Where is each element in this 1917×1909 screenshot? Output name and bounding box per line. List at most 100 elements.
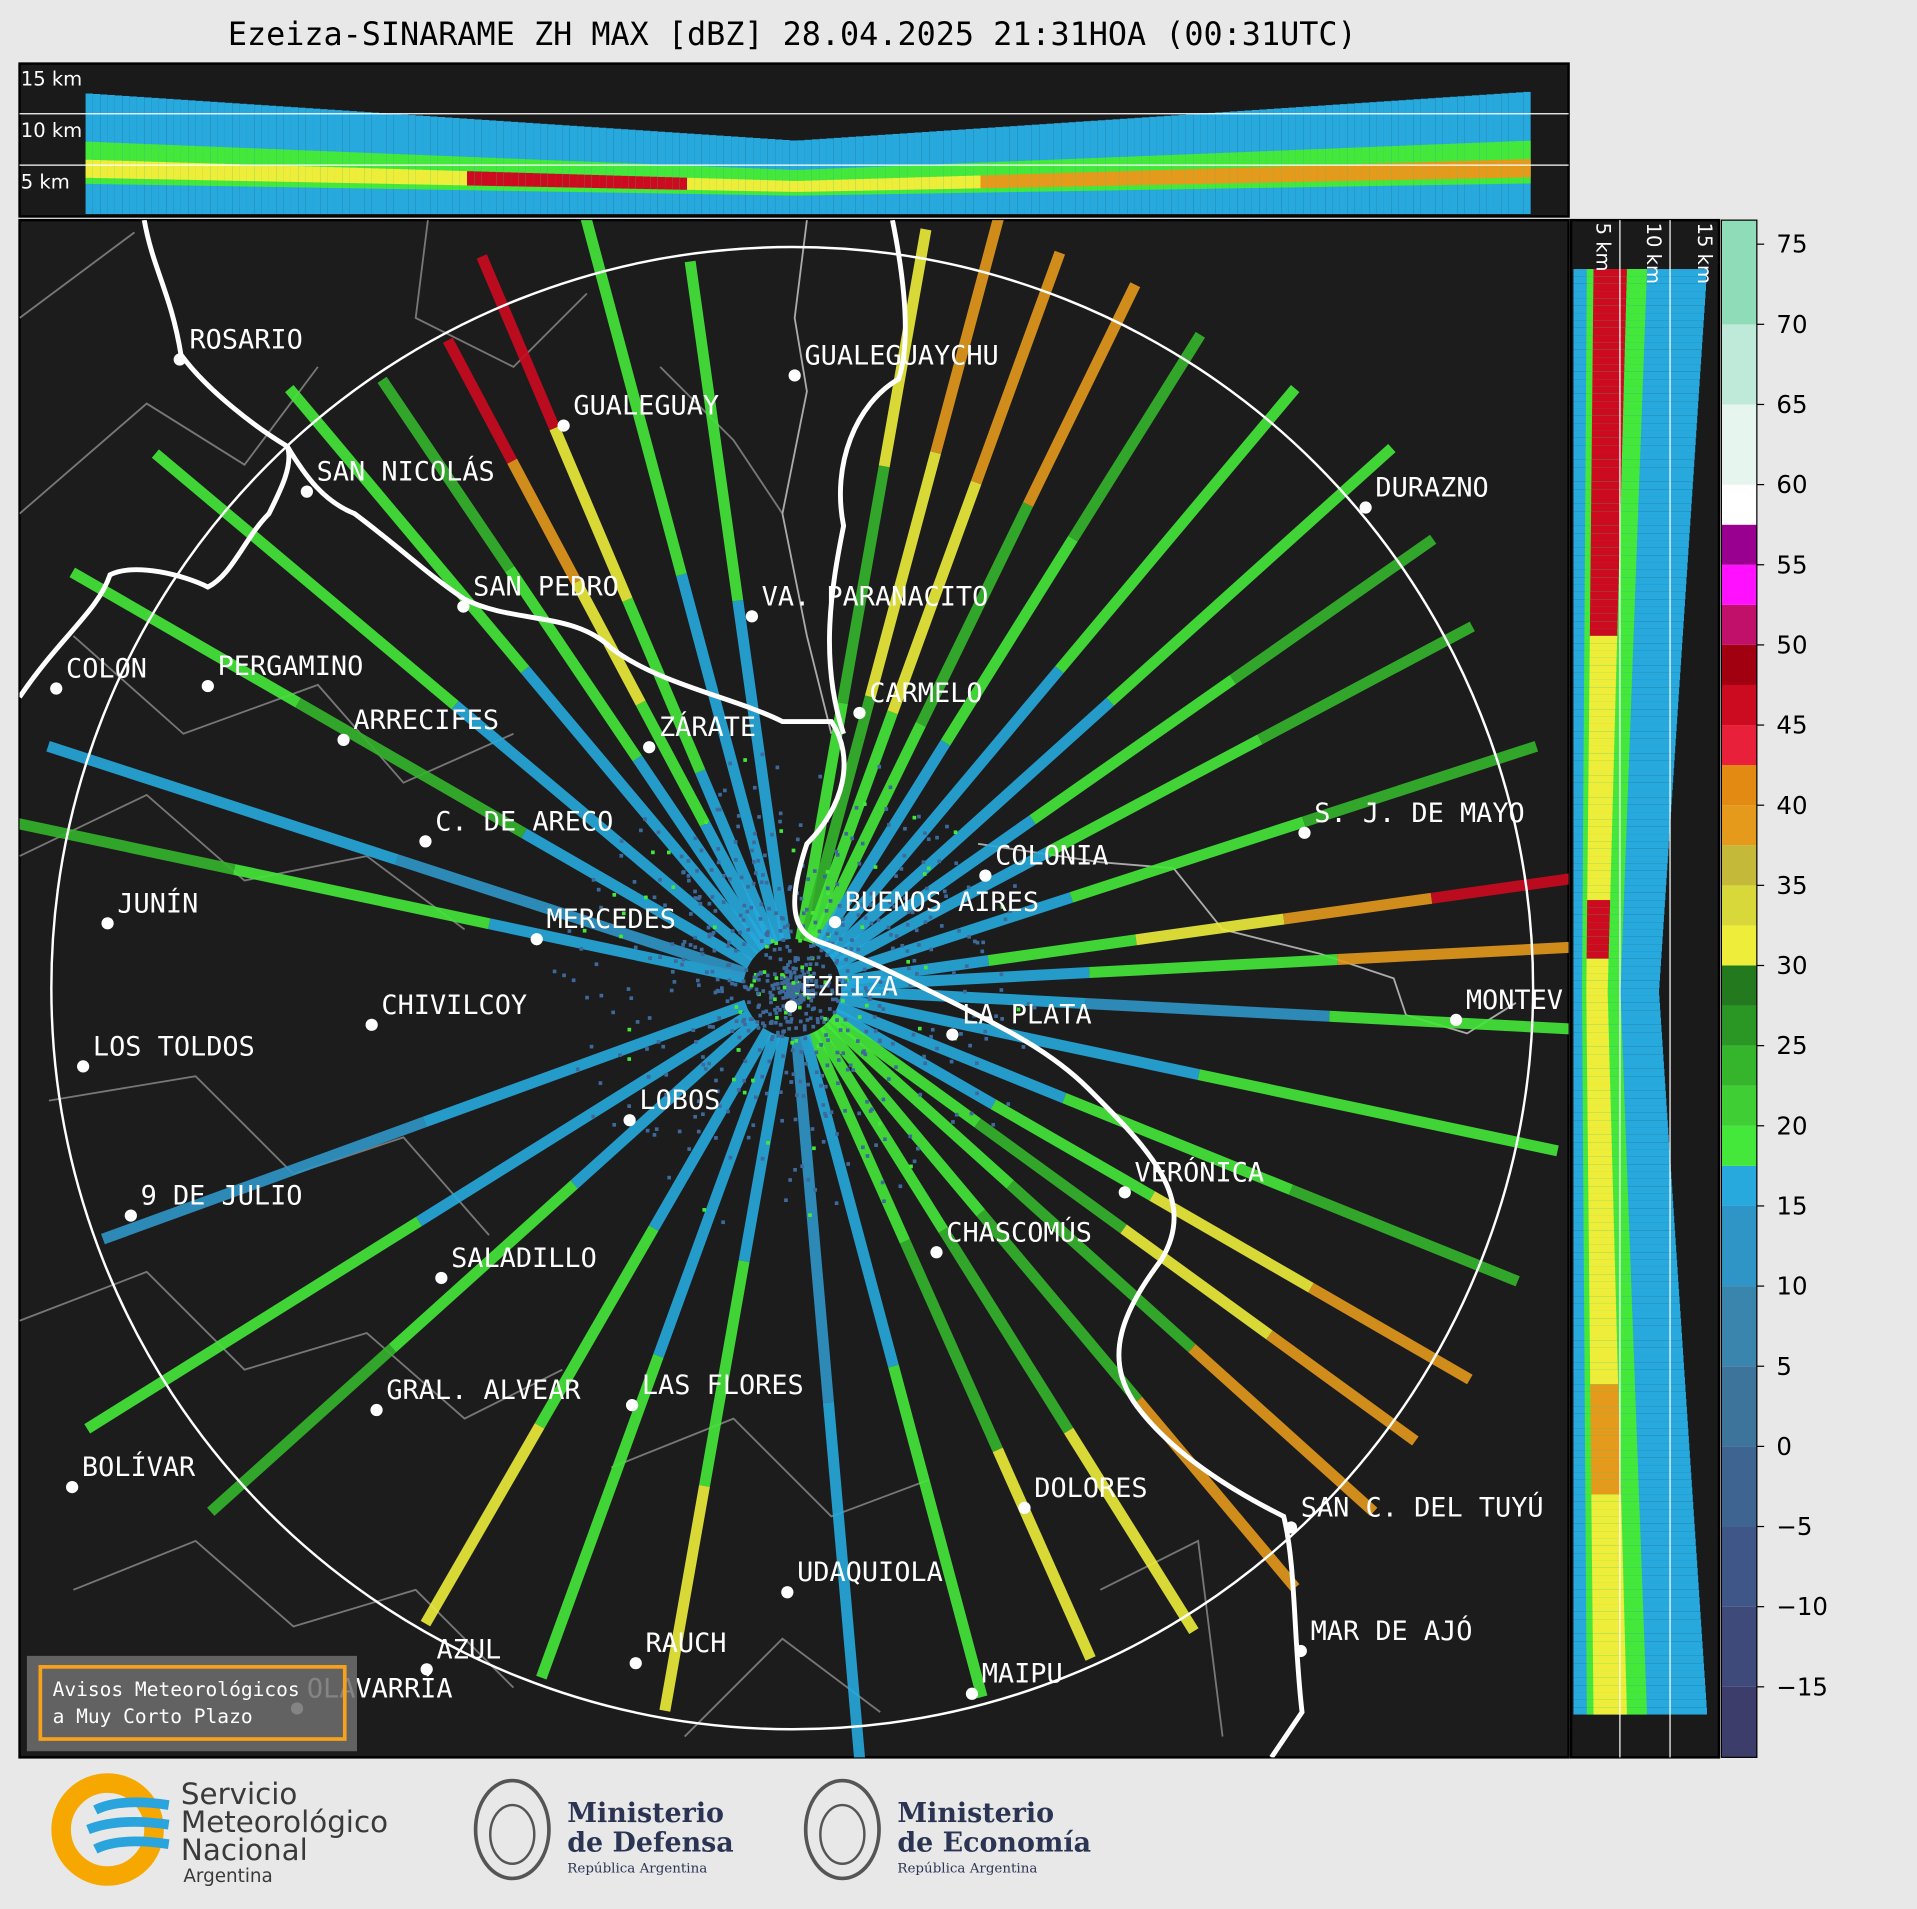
colorbar-tick-label: 45 [1776, 711, 1807, 740]
profile-column [525, 172, 534, 187]
ray-segment [732, 599, 791, 941]
clutter [703, 1067, 708, 1071]
profile-row [1589, 657, 1617, 666]
profile-row [1586, 936, 1610, 945]
clutter [567, 929, 572, 933]
clutter [798, 1019, 803, 1024]
range-ring [50, 245, 1535, 1731]
profile-column [687, 177, 695, 190]
clutter [682, 940, 687, 944]
ray-segment [653, 1032, 781, 1358]
profile-row [1591, 489, 1621, 497]
clutter [748, 985, 753, 990]
clutter [808, 944, 813, 949]
profile-column [731, 179, 739, 191]
colorbar-band [1721, 524, 1757, 565]
ray-segment [505, 565, 642, 762]
clutter [799, 896, 804, 901]
clutter [790, 1040, 795, 1045]
profile-row [1589, 1281, 1616, 1289]
ray-segment [695, 769, 779, 946]
clutter [851, 1068, 856, 1072]
profile-row [1588, 1230, 1615, 1238]
emblem [803, 1778, 881, 1881]
city-label: GUALEGUAY [573, 391, 719, 422]
clutter [857, 861, 862, 866]
clutter [902, 853, 907, 858]
clutter [877, 764, 882, 769]
profile-column [863, 178, 871, 191]
clutter [742, 903, 747, 908]
clutter [769, 1021, 774, 1025]
colorbar-band [1721, 1005, 1757, 1046]
profile-column [533, 173, 541, 187]
clutter [756, 991, 760, 996]
profile-row [1592, 320, 1626, 328]
ray-segment [635, 700, 710, 827]
ray-segment [938, 1227, 1074, 1434]
city-dot [457, 600, 470, 613]
clutter [864, 1003, 869, 1008]
clutter [823, 983, 827, 987]
clutter [575, 1067, 580, 1072]
clutter [764, 1009, 769, 1014]
clutter [800, 968, 805, 973]
colorbar-band [1721, 1165, 1757, 1206]
clutter [834, 849, 839, 854]
clutter [686, 859, 691, 863]
clutter [596, 887, 601, 892]
clutter [776, 1033, 781, 1038]
profile-column [1009, 174, 1018, 188]
ray-segment [1089, 954, 1338, 979]
clutter [954, 1112, 959, 1117]
profile-column [657, 176, 666, 190]
profile-column [540, 173, 548, 187]
clutter [835, 958, 839, 963]
clutter [721, 900, 726, 905]
profile-column [1457, 161, 1465, 179]
clutter [830, 941, 835, 946]
ray-segment [442, 337, 517, 464]
city-label: LOS TOLDOS [93, 1031, 255, 1062]
clutter [571, 978, 576, 983]
profile-column [107, 160, 115, 179]
profile-column [665, 177, 673, 190]
clutter [1013, 884, 1017, 888]
ray-segment [799, 1033, 899, 1368]
clutter [562, 973, 566, 978]
clutter [1000, 905, 1005, 909]
logo-text: Ministerio [567, 1798, 724, 1829]
clutter [810, 1127, 815, 1131]
clutter [863, 986, 868, 990]
clutter [845, 969, 850, 973]
clutter [699, 947, 704, 952]
clutter [713, 990, 718, 995]
logo-text: Servicio [181, 1777, 297, 1811]
profile-row [1587, 848, 1612, 857]
colorbar: −15 −10 −5 0 5 10 15 20 25 30 35 40 45 50 55 60 65 70 75 [1721, 220, 1828, 1758]
profile-column [1523, 159, 1531, 178]
profile-row [1593, 269, 1627, 277]
clutter [808, 992, 812, 997]
warning-button[interactable] [38, 1665, 347, 1741]
clutter [874, 1143, 878, 1148]
clutter [814, 962, 819, 966]
profile-row [1592, 364, 1625, 372]
profile-column [672, 177, 680, 190]
ray-segment [832, 847, 1051, 971]
profile-row [1592, 342, 1625, 350]
city-label: PERGAMINO [218, 651, 364, 682]
clutter [785, 1019, 790, 1024]
clutter [760, 752, 765, 757]
clutter [822, 874, 827, 879]
profile-column [584, 174, 592, 188]
clutter [651, 850, 655, 855]
profile-column [1222, 168, 1230, 184]
clutter [753, 972, 758, 977]
clutter [646, 1075, 651, 1079]
clutter [761, 1010, 766, 1015]
clutter [1000, 1017, 1004, 1021]
ray-segment [915, 502, 1033, 727]
clutter [656, 830, 661, 835]
profile-column [819, 180, 827, 192]
